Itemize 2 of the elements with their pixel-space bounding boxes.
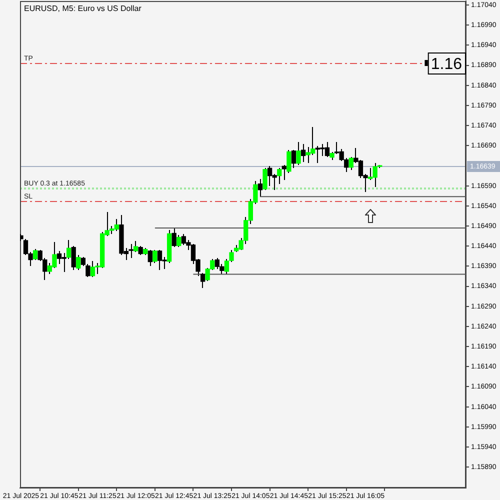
annotation: 1.16 [430,56,462,73]
chart-title: EURUSD, M5: Euro vs US Dollar [24,4,142,13]
